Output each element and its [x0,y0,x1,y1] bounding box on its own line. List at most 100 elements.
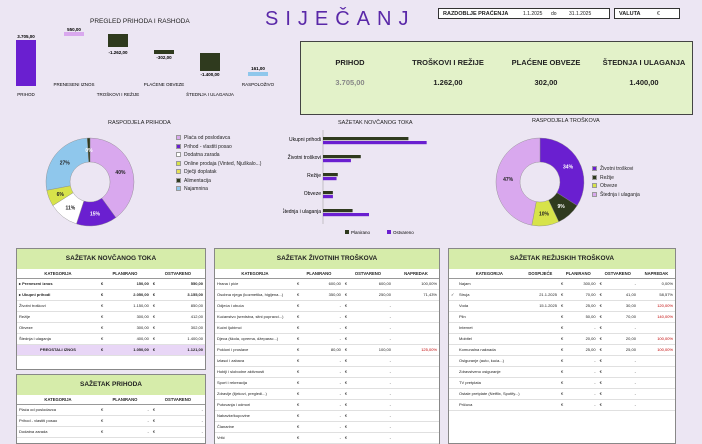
planned-cell[interactable]: - [308,399,343,411]
paid-checkbox[interactable]: ✓ [449,289,457,301]
actual-cell[interactable]: 600,00 [356,278,393,290]
actual-cell[interactable]: 41,00 [609,289,638,301]
actual-cell[interactable]: 550,00 [163,278,205,290]
due-date-cell[interactable]: 21.1.2025 [521,289,559,301]
planned-cell[interactable]: 400,00 [111,333,151,345]
actual-cell[interactable]: 25,00 [609,344,638,356]
paid-checkbox[interactable] [449,278,457,290]
actual-cell[interactable]: - [356,355,393,367]
actual-cell[interactable]: - [609,322,638,334]
paid-checkbox[interactable] [449,355,457,367]
actual-cell[interactable]: - [356,377,393,389]
actual-cell[interactable]: 250,00 [356,289,393,301]
paid-checkbox[interactable] [449,333,457,345]
actual-cell[interactable]: - [356,300,393,312]
due-date-cell[interactable] [521,333,559,345]
actual-cell[interactable]: - [356,399,393,411]
planned-cell[interactable]: 600,00 [308,278,343,290]
actual-cell[interactable]: 850,00 [163,300,205,312]
planned-cell[interactable]: - [308,300,343,312]
actual-cell[interactable]: 412,00 [163,311,205,323]
actual-cell[interactable]: - [609,366,638,378]
actual-cell[interactable]: - [356,410,393,422]
actual-cell[interactable]: - [609,278,638,290]
planned-cell[interactable]: - [308,366,343,378]
actual-cell[interactable]: 30,00 [609,300,638,312]
due-date-cell[interactable] [521,311,559,323]
planned-cell[interactable]: - [569,388,598,400]
planned-cell[interactable]: 150,00 [111,278,151,290]
actual-cell[interactable]: - [356,388,393,400]
planned-cell[interactable]: 25,00 [569,344,598,356]
planned-cell[interactable]: 2.050,00 [111,289,151,301]
planned-cell[interactable]: - [308,322,343,334]
due-date-cell[interactable] [521,377,559,389]
currency-value[interactable]: € [657,11,660,17]
planned-cell[interactable]: - [126,404,151,416]
planned-cell[interactable]: - [569,322,598,334]
planned-cell[interactable]: - [308,410,343,422]
planned-cell[interactable]: - [569,355,598,367]
paid-checkbox[interactable] [449,300,457,312]
period-from[interactable]: 1.1.2025 [523,11,543,17]
planned-cell[interactable]: - [308,377,343,389]
actual-cell[interactable]: - [356,333,393,345]
planned-cell[interactable]: - [308,432,343,444]
due-date-cell[interactable] [521,344,559,356]
actual-cell[interactable]: - [356,432,393,444]
planned-cell[interactable]: - [126,415,151,427]
actual-cell[interactable]: 20,00 [609,333,638,345]
progress-cell [637,388,675,400]
due-date-cell[interactable] [521,322,559,334]
planned-cell[interactable]: 300,00 [111,311,151,323]
planned-cell[interactable]: 1.150,00 [111,300,151,312]
actual-cell[interactable]: - [609,399,638,411]
actual-cell[interactable]: - [356,311,393,323]
planned-cell[interactable]: 300,00 [111,322,151,334]
actual-cell[interactable]: 70,00 [609,311,638,323]
planned-cell[interactable]: - [308,333,343,345]
planned-cell[interactable]: 25,00 [569,300,598,312]
planned-cell[interactable]: - [126,426,151,438]
paid-checkbox[interactable] [449,322,457,334]
due-date-cell[interactable] [521,399,559,411]
planned-cell[interactable]: 20,00 [569,333,598,345]
actual-cell[interactable]: - [609,377,638,389]
actual-cell[interactable]: - [179,415,205,427]
actual-cell[interactable]: - [356,366,393,378]
actual-cell[interactable]: - [356,421,393,433]
planned-cell[interactable]: 50,00 [569,311,598,323]
due-date-cell[interactable]: 15.1.2025 [521,300,559,312]
planned-cell[interactable]: - [308,421,343,433]
planned-cell[interactable]: - [569,399,598,411]
actual-cell[interactable]: - [356,322,393,334]
due-date-cell[interactable] [521,388,559,400]
planned-cell[interactable]: - [569,366,598,378]
actual-cell[interactable]: 1.400,00 [163,333,205,345]
planned-cell[interactable]: - [569,377,598,389]
actual-cell[interactable]: - [179,426,205,438]
planned-cell[interactable]: - [308,311,343,323]
due-date-cell[interactable] [521,366,559,378]
actual-cell[interactable]: 302,00 [163,322,205,334]
period-to[interactable]: 31.1.2025 [569,11,592,17]
actual-cell[interactable]: - [179,404,205,416]
paid-checkbox[interactable] [449,377,457,389]
actual-cell[interactable]: 3.155,00 [163,289,205,301]
paid-checkbox[interactable] [449,388,457,400]
paid-checkbox[interactable] [449,344,457,356]
due-date-cell[interactable] [521,278,559,290]
paid-checkbox[interactable] [449,399,457,411]
due-date-cell[interactable] [521,355,559,367]
planned-cell[interactable]: 300,00 [569,278,598,290]
planned-cell[interactable]: 80,00 [308,344,343,356]
actual-cell[interactable]: - [609,355,638,367]
paid-checkbox[interactable] [449,366,457,378]
paid-checkbox[interactable] [449,311,457,323]
planned-cell[interactable]: - [308,388,343,400]
planned-cell[interactable]: 350,00 [308,289,343,301]
planned-cell[interactable]: - [308,355,343,367]
planned-cell[interactable]: 70,00 [569,289,598,301]
actual-cell[interactable]: 100,00 [356,344,393,356]
actual-cell[interactable]: - [609,388,638,400]
